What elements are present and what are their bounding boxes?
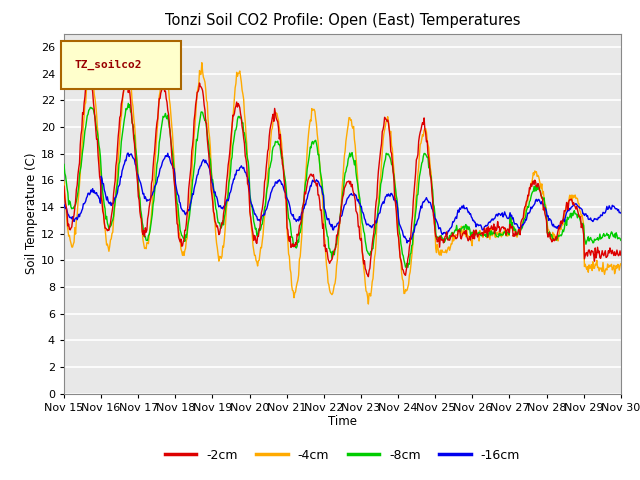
X-axis label: Time: Time	[328, 415, 357, 429]
Y-axis label: Soil Temperature (C): Soil Temperature (C)	[25, 153, 38, 275]
FancyBboxPatch shape	[61, 41, 181, 89]
Title: Tonzi Soil CO2 Profile: Open (East) Temperatures: Tonzi Soil CO2 Profile: Open (East) Temp…	[164, 13, 520, 28]
Text: TZ_soilco2: TZ_soilco2	[74, 60, 141, 70]
Legend: -2cm, -4cm, -8cm, -16cm: -2cm, -4cm, -8cm, -16cm	[160, 444, 525, 467]
